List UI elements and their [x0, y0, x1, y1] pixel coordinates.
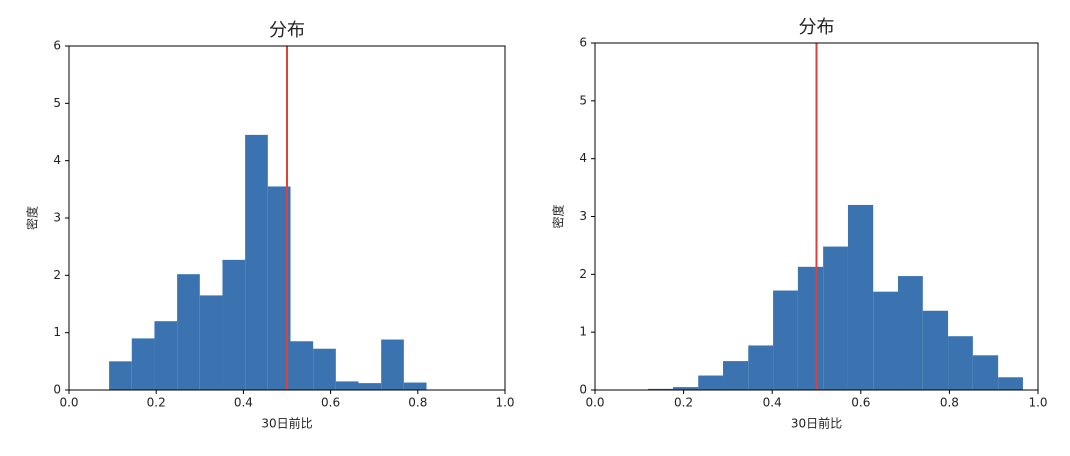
x-tick-label: 0.6: [321, 396, 340, 410]
x-tick-label: 0.4: [763, 396, 782, 410]
x-tick-label: 0.0: [585, 396, 604, 410]
bar: [723, 361, 749, 390]
y-tick-label: 4: [579, 151, 587, 165]
bar: [222, 259, 246, 390]
x-tick-label: 0.0: [59, 396, 78, 410]
chart-title: 分布: [799, 17, 835, 38]
bar: [873, 291, 899, 390]
x-tick-label: 0.8: [940, 396, 959, 410]
y-tick-label: 0: [53, 383, 61, 397]
y-tick-label: 6: [53, 39, 61, 53]
bar: [847, 204, 874, 390]
y-tick-label: 0: [579, 383, 587, 397]
bar: [131, 338, 155, 390]
bar: [797, 266, 824, 390]
x-tick-label: 1.0: [495, 396, 514, 410]
bar: [335, 381, 359, 390]
y-tick-label: 3: [53, 211, 61, 225]
bar: [290, 341, 314, 390]
bar: [403, 382, 427, 390]
bar: [177, 274, 200, 390]
bar: [109, 361, 132, 390]
bar: [972, 355, 999, 390]
y-tick-label: 2: [53, 268, 61, 282]
bar: [948, 336, 973, 390]
y-tick-label: 2: [579, 267, 587, 281]
bar: [698, 375, 724, 390]
bar: [154, 321, 178, 390]
bar: [267, 186, 291, 390]
y-tick-label: 4: [53, 153, 61, 167]
x-tick-label: 0.2: [147, 396, 166, 410]
y-axis-label: 密度: [551, 204, 566, 228]
x-tick-label: 1.0: [1028, 396, 1047, 410]
x-axis-label: 30日前比: [261, 416, 312, 431]
bar: [773, 290, 798, 390]
y-tick-label: 5: [579, 93, 587, 107]
bar: [898, 276, 923, 390]
bar: [381, 339, 404, 390]
x-tick-label: 0.8: [408, 396, 427, 410]
bar: [358, 383, 382, 390]
y-tick-label: 5: [53, 96, 61, 110]
x-tick-label: 0.4: [234, 396, 253, 410]
bar: [922, 310, 949, 390]
bar: [245, 134, 268, 390]
x-axis-label: 30日前比: [791, 416, 842, 431]
y-tick-label: 3: [579, 209, 587, 223]
y-tick-label: 1: [53, 325, 61, 339]
bar: [313, 348, 336, 390]
y-tick-label: 6: [579, 36, 587, 50]
x-tick-label: 0.2: [674, 396, 693, 410]
y-tick-label: 1: [579, 325, 587, 339]
y-axis-label: 密度: [25, 206, 40, 230]
bar: [199, 295, 223, 390]
bar: [998, 377, 1023, 390]
bar: [823, 246, 848, 390]
bar: [672, 387, 699, 390]
bar: [648, 388, 673, 390]
bar: [748, 345, 774, 390]
chart-title: 分布: [269, 20, 305, 41]
x-tick-label: 0.6: [851, 396, 870, 410]
